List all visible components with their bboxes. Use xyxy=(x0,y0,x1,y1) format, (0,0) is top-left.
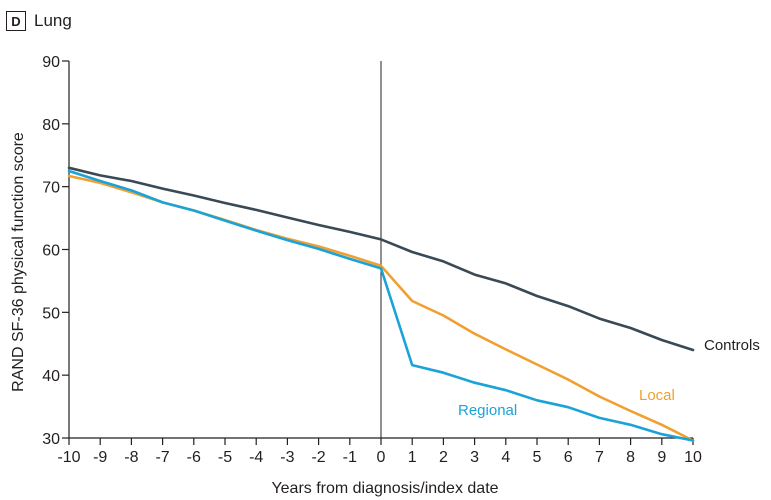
y-tick-label: 40 xyxy=(42,368,60,385)
x-tick-label: -4 xyxy=(249,449,263,466)
x-tick-label: -7 xyxy=(155,449,169,466)
x-tick-label: 10 xyxy=(684,449,702,466)
x-tick-label: 8 xyxy=(626,449,635,466)
x-tick-label: -9 xyxy=(93,449,107,466)
x-tick-label: 6 xyxy=(564,449,573,466)
series-line-controls xyxy=(67,166,695,352)
y-axis-title: RAND SF-36 physical function score xyxy=(10,132,27,392)
series-line-regional xyxy=(67,169,695,442)
series-lines xyxy=(67,166,695,442)
x-axis-title: Years from diagnosis/index date xyxy=(271,480,498,497)
axes xyxy=(68,61,693,439)
x-tick-label: 9 xyxy=(657,449,666,466)
x-tick-label: -2 xyxy=(311,449,325,466)
y-tick-label: 30 xyxy=(42,431,60,448)
panel-letter: D xyxy=(6,11,26,31)
x-tick-label: -10 xyxy=(57,449,80,466)
y-tick-label: 50 xyxy=(42,305,60,322)
x-tick-label: -5 xyxy=(218,449,232,466)
series-label-controls: Controls xyxy=(704,337,760,354)
y-tick-label: 60 xyxy=(42,243,60,260)
x-tick-label: 0 xyxy=(377,449,386,466)
x-tick-label: -8 xyxy=(124,449,138,466)
x-tick-label: 7 xyxy=(595,449,604,466)
x-tick-label: 3 xyxy=(470,449,479,466)
x-tick-label: -1 xyxy=(343,449,357,466)
series-label-local: Local xyxy=(639,387,675,404)
x-tick-label: 4 xyxy=(501,449,510,466)
y-tick-label: 70 xyxy=(42,180,60,197)
x-tick-label: -6 xyxy=(187,449,201,466)
series-label-regional: Regional xyxy=(458,402,517,419)
x-tick-label: 1 xyxy=(408,449,417,466)
y-tick-label: 80 xyxy=(42,117,60,134)
x-tick-label: 2 xyxy=(439,449,448,466)
x-tick-label: 5 xyxy=(533,449,542,466)
panel-title: Lung xyxy=(34,11,72,30)
series-labels: Controls Local Regional xyxy=(458,337,760,419)
x-tick-label: -3 xyxy=(280,449,294,466)
panel-header: D Lung xyxy=(6,8,72,34)
y-tick-label: 90 xyxy=(42,54,60,71)
